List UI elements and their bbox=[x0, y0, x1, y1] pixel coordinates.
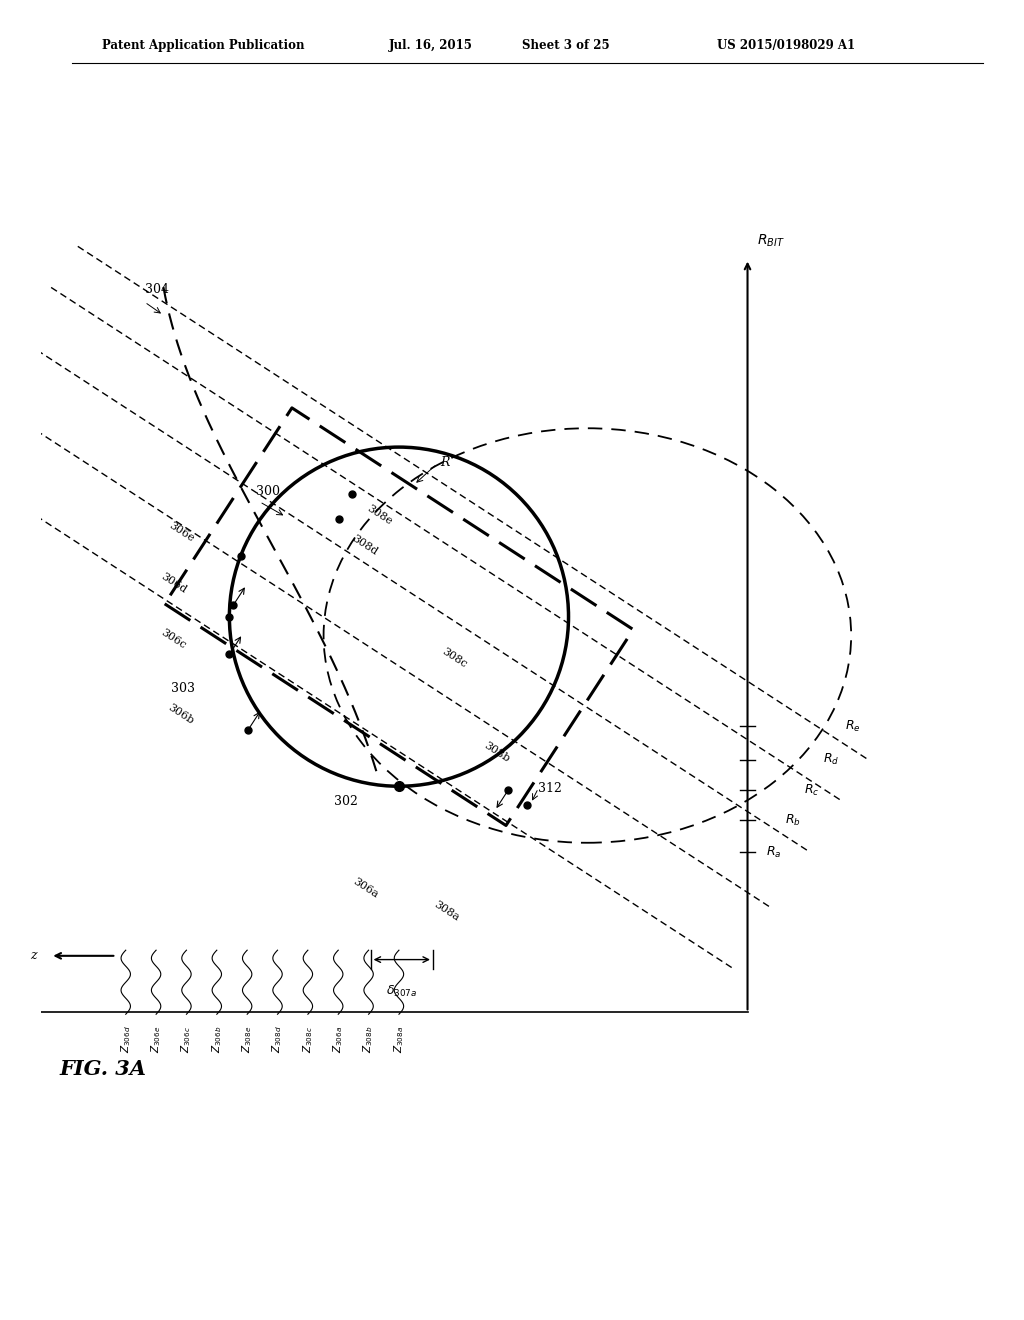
Text: $R_a$: $R_a$ bbox=[766, 845, 782, 859]
Text: 306d: 306d bbox=[159, 570, 188, 595]
Text: Patent Application Publication: Patent Application Publication bbox=[102, 38, 305, 51]
Text: $R_{BIT}$: $R_{BIT}$ bbox=[757, 232, 784, 249]
Text: Jul. 16, 2015: Jul. 16, 2015 bbox=[389, 38, 473, 51]
Text: $Z_{306d}$: $Z_{306d}$ bbox=[119, 1026, 133, 1053]
Text: $Z_{306c}$: $Z_{306c}$ bbox=[179, 1026, 194, 1052]
Text: R: R bbox=[440, 455, 450, 469]
Text: $R_c$: $R_c$ bbox=[804, 783, 819, 797]
Text: z: z bbox=[31, 949, 37, 962]
Text: $\delta_{307a}$: $\delta_{307a}$ bbox=[386, 985, 418, 999]
Text: 312: 312 bbox=[539, 783, 562, 796]
Text: 303: 303 bbox=[171, 681, 196, 694]
Text: 306e: 306e bbox=[167, 520, 196, 544]
Text: $Z_{308d}$: $Z_{308d}$ bbox=[270, 1026, 285, 1053]
Text: 308e: 308e bbox=[365, 503, 394, 527]
Text: $Z_{308c}$: $Z_{308c}$ bbox=[301, 1026, 314, 1052]
Text: 308c: 308c bbox=[440, 647, 469, 669]
Text: 306a: 306a bbox=[350, 876, 380, 900]
Text: 308d: 308d bbox=[350, 533, 379, 557]
Text: US 2015/0198029 A1: US 2015/0198029 A1 bbox=[717, 38, 855, 51]
Text: $Z_{306e}$: $Z_{306e}$ bbox=[150, 1026, 163, 1053]
Text: $Z_{308b}$: $Z_{308b}$ bbox=[361, 1026, 376, 1053]
Text: $Z_{306b}$: $Z_{306b}$ bbox=[210, 1026, 223, 1053]
Text: $R_e$: $R_e$ bbox=[846, 718, 861, 734]
Text: FIG. 3A: FIG. 3A bbox=[59, 1059, 146, 1078]
Text: Sheet 3 of 25: Sheet 3 of 25 bbox=[522, 38, 610, 51]
Text: 306c: 306c bbox=[160, 627, 188, 651]
Text: $Z_{308a}$: $Z_{308a}$ bbox=[392, 1026, 406, 1053]
Text: 302: 302 bbox=[334, 795, 357, 808]
Text: $R_b$: $R_b$ bbox=[785, 813, 801, 828]
Text: $R_d$: $R_d$ bbox=[823, 752, 839, 767]
Text: $Z_{306a}$: $Z_{306a}$ bbox=[332, 1026, 345, 1053]
Text: $Z_{308e}$: $Z_{308e}$ bbox=[241, 1026, 254, 1053]
Text: 306b: 306b bbox=[166, 702, 196, 726]
Text: 308a: 308a bbox=[431, 899, 461, 923]
Text: 304: 304 bbox=[144, 284, 169, 297]
Text: 308b: 308b bbox=[482, 741, 511, 764]
Text: 300: 300 bbox=[256, 484, 280, 498]
